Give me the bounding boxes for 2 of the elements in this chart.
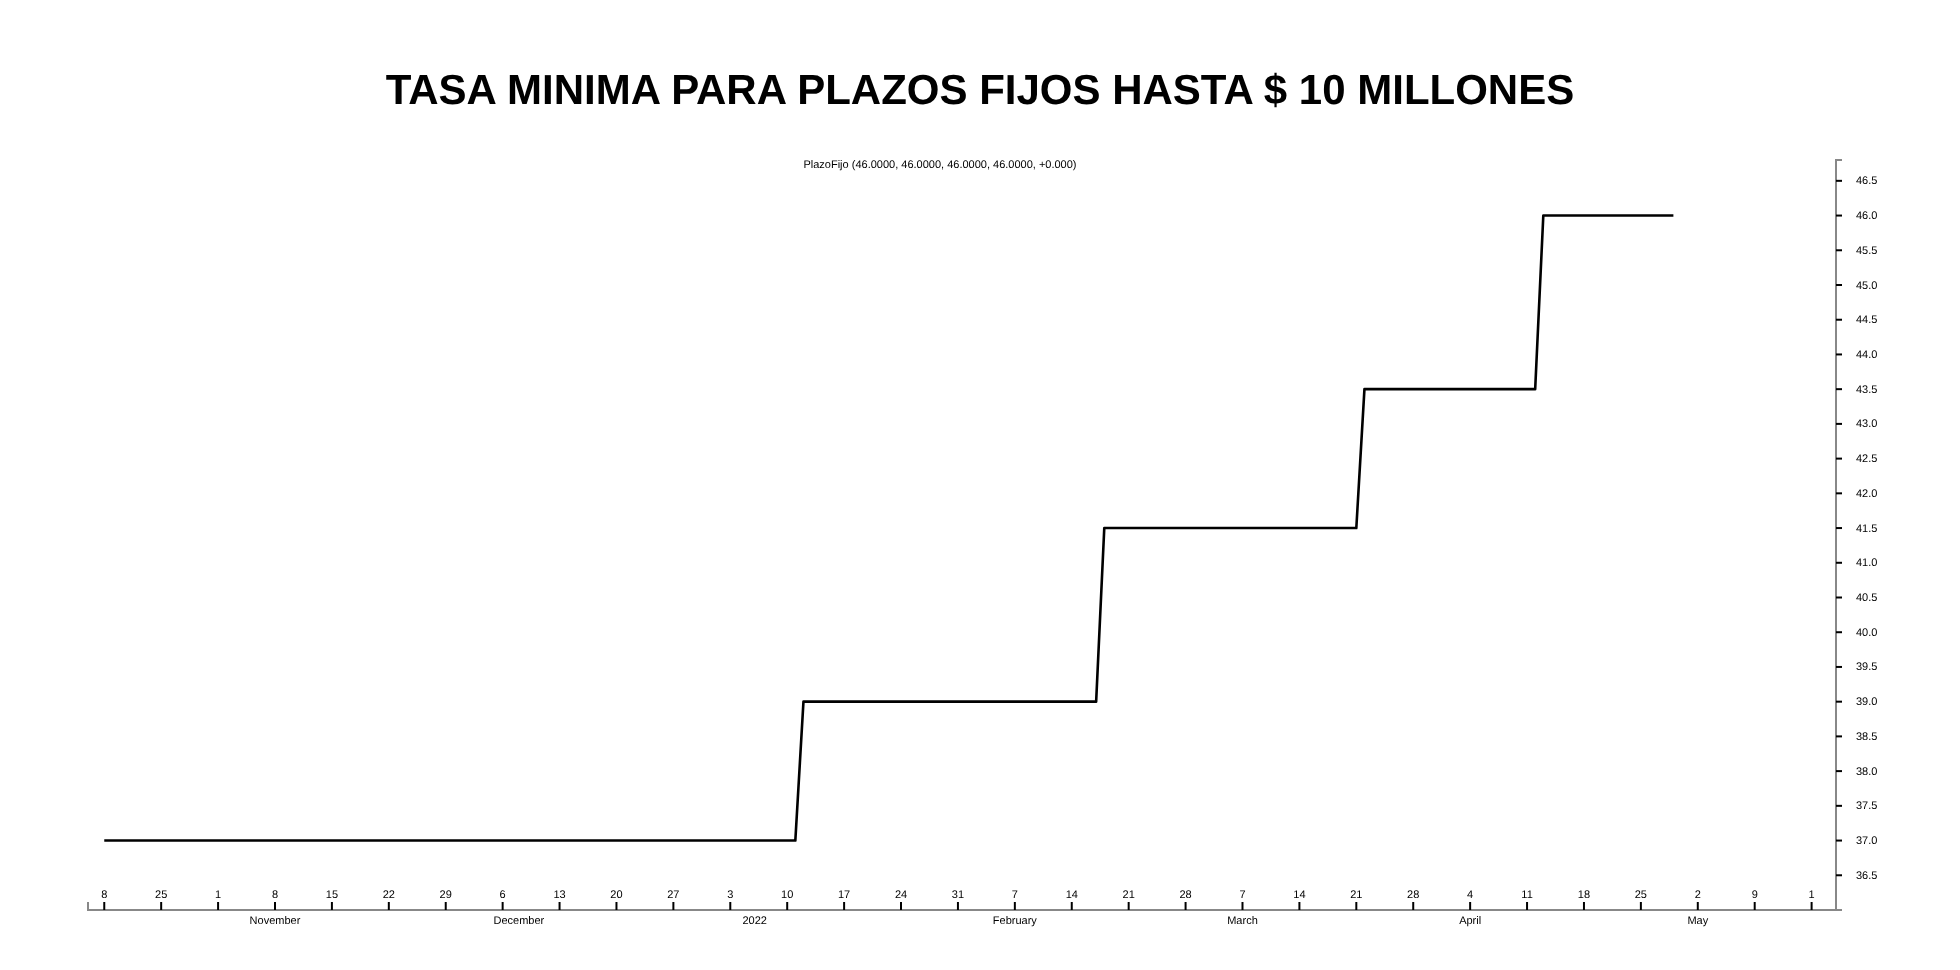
- chart-title: TASA MINIMA PARA PLAZOS FIJOS HASTA $ 10 MILLONES: [385, 68, 1575, 114]
- line-series: [102, 214, 1675, 842]
